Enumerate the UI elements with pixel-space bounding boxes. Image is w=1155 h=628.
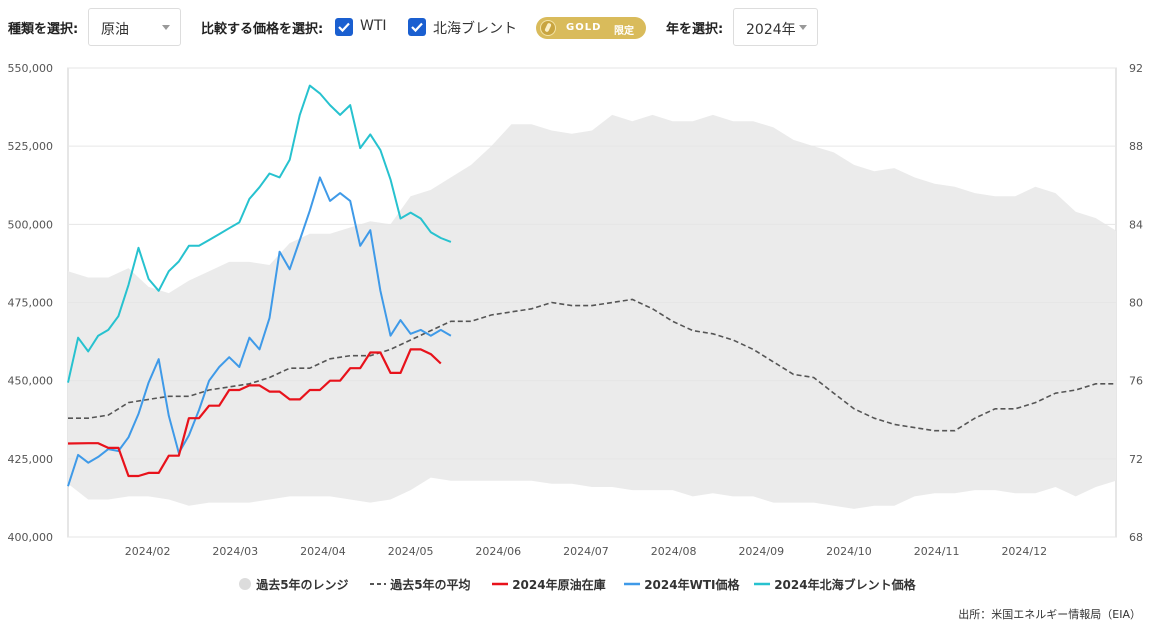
y-right-tick-label: 80 xyxy=(1129,297,1143,310)
chevron-down-icon xyxy=(799,25,807,30)
brent-checkbox-label[interactable]: 北海ブレント xyxy=(433,21,517,37)
legend-item-wti[interactable]: 2024年WTI価格 xyxy=(624,576,739,593)
year-select-value: 2024年 xyxy=(746,22,796,38)
y-left-tick-label: 500,000 xyxy=(8,218,54,231)
x-tick-label: 2024/02 xyxy=(125,545,171,558)
y-right-tick-label: 92 xyxy=(1129,62,1143,75)
legend-average-label: 過去5年の平均 xyxy=(390,578,471,592)
x-tick-label: 2024/12 xyxy=(1001,545,1047,558)
legend-brent-swatch xyxy=(754,582,770,586)
type-select[interactable]: 原油 xyxy=(88,8,181,46)
wti-checkbox-label[interactable]: WTI xyxy=(360,18,387,34)
legend-item-inventory[interactable]: 2024年原油在庫 xyxy=(492,576,606,593)
chart-legend: 過去5年のレンジ 過去5年の平均 2024年原油在庫 2024年WTI価格 20… xyxy=(0,576,1155,596)
gold-badge-suffix: 限定 xyxy=(614,26,634,37)
legend-range-swatch xyxy=(239,578,251,590)
wti-checkbox[interactable] xyxy=(335,18,353,36)
y-left-tick-label: 450,000 xyxy=(8,375,54,388)
check-icon xyxy=(338,22,350,33)
y-right-tick-label: 84 xyxy=(1129,218,1143,231)
check-icon xyxy=(411,22,423,33)
x-tick-label: 2024/04 xyxy=(300,545,346,558)
inventory-line xyxy=(67,348,442,478)
brent-price-line xyxy=(67,84,452,383)
x-tick-label: 2024/10 xyxy=(826,545,872,558)
x-tick-label: 2024/03 xyxy=(212,545,258,558)
legend-wti-label: 2024年WTI価格 xyxy=(644,578,740,592)
range-band-area xyxy=(68,114,1116,509)
y-left-tick-label: 425,000 xyxy=(8,453,54,466)
y-right-tick-label: 68 xyxy=(1129,531,1143,544)
source-note: 出所：米国エネルギー情報局（EIA） xyxy=(958,608,1141,621)
gold-coin-icon xyxy=(540,20,556,36)
x-tick-label: 2024/06 xyxy=(475,545,521,558)
legend-wti-swatch xyxy=(624,582,640,586)
legend-brent-label: 2024年北海ブレント価格 xyxy=(774,578,916,592)
legend-item-brent[interactable]: 2024年北海ブレント価格 xyxy=(754,576,916,593)
chevron-down-icon xyxy=(162,25,170,30)
y-left-tick-label: 525,000 xyxy=(8,140,54,153)
y-left-tick-label: 400,000 xyxy=(8,531,54,544)
compare-label: 比較する価格を選択: xyxy=(201,22,324,37)
legend-average-swatch xyxy=(370,583,386,585)
gold-badge[interactable]: GOLD 限定 xyxy=(536,17,646,39)
y-right-tick-label: 72 xyxy=(1129,453,1143,466)
year-select[interactable]: 2024年 xyxy=(733,8,818,46)
year-select-label: 年を選択: xyxy=(666,22,724,37)
x-tick-label: 2024/11 xyxy=(914,545,960,558)
legend-item-average[interactable]: 過去5年の平均 xyxy=(370,576,471,593)
legend-inventory-label: 2024年原油在庫 xyxy=(512,578,606,592)
x-tick-label: 2024/07 xyxy=(563,545,609,558)
type-select-label: 種類を選択: xyxy=(8,22,79,37)
brent-checkbox[interactable] xyxy=(408,18,426,36)
wti-price-line xyxy=(67,176,452,487)
type-select-value: 原油 xyxy=(101,22,129,38)
y-left-tick-label: 475,000 xyxy=(8,297,54,310)
y-left-tick-label: 550,000 xyxy=(8,62,54,75)
y-right-tick-label: 76 xyxy=(1129,375,1143,388)
x-tick-label: 2024/08 xyxy=(651,545,697,558)
legend-range-label: 過去5年のレンジ xyxy=(256,578,349,592)
legend-item-range[interactable]: 過去5年のレンジ xyxy=(238,576,349,593)
legend-inventory-swatch xyxy=(492,582,508,586)
average-line xyxy=(68,298,1116,432)
filter-toolbar: 種類を選択: 原油 比較する価格を選択: WTI 北海ブレント GOLD 限定 … xyxy=(0,0,1155,56)
x-tick-label: 2024/09 xyxy=(738,545,784,558)
gold-badge-text: GOLD xyxy=(566,22,602,33)
y-right-tick-label: 88 xyxy=(1129,140,1143,153)
x-tick-label: 2024/05 xyxy=(388,545,434,558)
inventory-price-chart: 400,000 425,000 450,000 475,000 500,000 525,0… xyxy=(8,62,1144,558)
